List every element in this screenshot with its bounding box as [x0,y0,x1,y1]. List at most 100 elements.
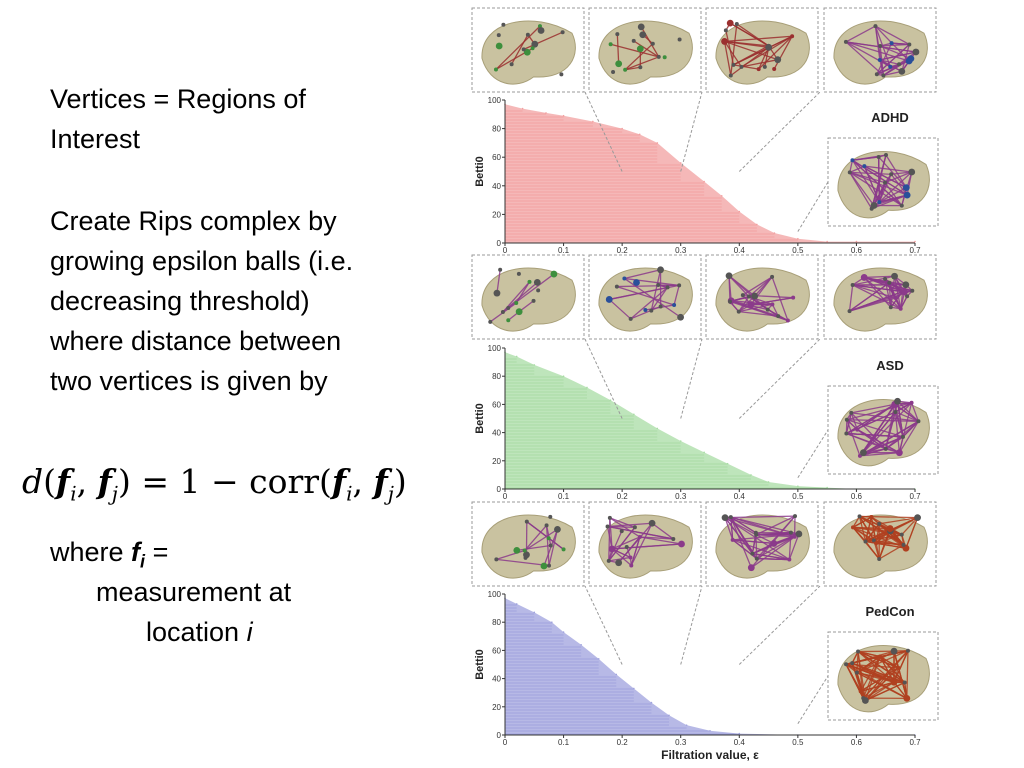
data-point [738,732,741,735]
x-tick-label: 0.3 [675,738,687,747]
formula-f-i: f [56,462,71,501]
x-tick-label: 0.1 [558,738,570,747]
formula-sub-i: i [70,481,77,506]
x-tick-label: 0.5 [792,246,804,255]
brain-zoom-adhd [827,137,939,227]
data-point [609,399,612,401]
where-line: where fi = [50,532,168,581]
y-tick-label: 60 [492,646,501,655]
x-tick-label: 0.3 [675,246,687,255]
brain-thumb-asd-4 [823,254,937,340]
location-i: i [246,617,253,647]
leader-line [680,338,703,419]
x-tick-label: 0.7 [909,492,921,501]
where-word: where [50,537,132,567]
x-tick-label: 0.5 [792,492,804,501]
leader-line [797,181,829,232]
x-tick-label: 0.6 [851,738,863,747]
data-point [826,486,828,489]
data-point [750,474,752,476]
data-point [621,127,623,130]
formula-corr-f-j: f [373,462,388,501]
y-tick-label: 80 [492,372,501,381]
x-tick-label: 0 [503,492,508,501]
data-point [767,481,770,483]
data-point [597,658,600,660]
x-tick-label: 0.4 [734,246,746,255]
chart-panel-adhd: 0 20 40 60 80 100 0 0.1 0.2 0.3 0.4 0.5 0.6 0.7 Betti0… [474,91,921,255]
data-point [679,440,682,442]
x-tick-label: 0.3 [675,492,687,501]
data-point [592,120,594,123]
data-point [685,724,688,726]
series-area-adhd [505,104,915,243]
data-point [562,631,565,633]
data-point [656,142,659,144]
brain-thumb-asd-3 [705,254,819,340]
y-tick-label: 60 [492,153,501,162]
data-point [580,643,582,646]
x-tick-label: 0.2 [617,492,629,501]
x-tick-label: 0.4 [734,492,746,501]
y-tick-label: 40 [492,182,501,191]
formula-corr: = 1 − corr( [130,462,332,501]
leader-line [680,585,703,665]
formula-corr-sub-j: j [387,481,394,506]
betti-figure: 0 20 40 60 80 100 0 0.1 0.2 0.3 0.4 0.5 0.6 0.7 Betti0… [460,0,950,768]
rips-complex-description: Create Rips complex by growing epsilon b… [50,206,354,396]
data-point [633,413,635,416]
formula-corr-sub-i: i [346,481,353,506]
x-tick-label: 0.5 [792,738,804,747]
y-tick-label: 0 [497,731,502,740]
x-tick-label: 0.7 [909,246,921,255]
y-tick-label: 20 [492,457,501,466]
betti-figure-svg: 0 20 40 60 80 100 0 0.1 0.2 0.3 0.4 0.5 0.6 0.7 Betti0… [471,7,939,762]
brain-thumb-asd-1-shape [481,267,576,332]
brain-thumb-asd-2 [588,254,702,340]
data-point [726,462,729,465]
where-sub-i: i [140,551,146,572]
y-tick-label: 40 [492,429,501,438]
data-point [650,701,653,704]
y-tick-label: 20 [492,703,501,712]
data-point [720,195,723,197]
x-tick-label: 0.7 [909,738,921,747]
data-point [914,240,916,243]
brain-thumb-pedcon-2 [588,501,702,587]
y-tick-label: 100 [488,96,502,105]
x-axis-label: Filtration value, ε [661,748,759,762]
y-tick-label: 0 [497,239,502,248]
data-point [855,240,858,243]
y-tick-label: 100 [488,344,502,353]
brain-zoom-asd [827,385,939,475]
x-tick-label: 0.6 [851,246,863,255]
chart-panel-pedcon: 0 20 40 60 80 100 0 0.1 0.2 0.3 0.4 0.5 0.6 0.7 Betti0… [474,585,921,762]
distance-formula: d(fi, fj) = 1 − corr(fi, fj) [22,462,407,506]
y-axis-label: Betti0 [474,156,486,187]
y-tick-label: 100 [488,590,502,599]
brain-thumb-adhd-4 [823,7,937,93]
x-tick-label: 0.4 [734,738,746,747]
x-tick-label: 0.6 [851,492,863,501]
y-tick-label: 40 [492,675,501,684]
leader-line [738,91,821,172]
x-tick-label: 0.1 [558,492,570,501]
y-axis-label: Betti0 [474,649,486,680]
x-tick-label: 0 [503,738,508,747]
brain-thumb-pedcon-1 [471,501,585,587]
data-point [826,240,828,243]
formula-d: d [22,462,44,501]
vertices-definition-text: Vertices = Regions of Interest [50,84,306,154]
data-point [562,375,565,378]
leader-line [584,585,623,665]
where-f: f [131,537,141,567]
x-tick-label: 0.1 [558,246,570,255]
brain-thumb-adhd-2 [588,7,702,93]
formula-corr-f-i: f [331,462,347,501]
data-point [656,427,659,430]
brain-thumb-adhd-1 [471,7,585,93]
data-point [533,611,536,614]
data-point [773,232,776,234]
y-tick-label: 80 [492,618,501,627]
x-tick-label: 0 [503,246,508,255]
